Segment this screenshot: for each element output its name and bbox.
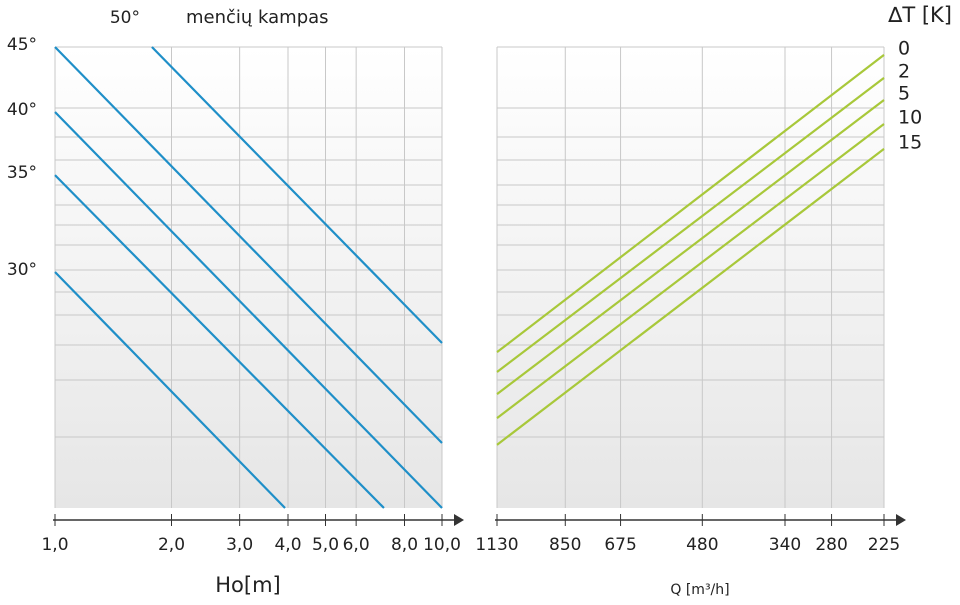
series-line [151, 46, 443, 344]
x-tick-label: 5,0 [312, 535, 339, 555]
series-line [54, 174, 385, 509]
panel-bg [55, 47, 442, 508]
series-label: 40° [7, 100, 37, 120]
series-line [54, 46, 443, 444]
x-tick-label: 480 [686, 535, 718, 555]
x-tick-label: 340 [769, 535, 801, 555]
x-tick-label: 2,0 [158, 535, 185, 555]
legend-label: 2 [898, 60, 910, 82]
x-tick-label: 6,0 [343, 535, 370, 555]
x-axis-label: Ho[m] [215, 573, 280, 597]
x-tick-label: 850 [549, 535, 581, 555]
x-axis-label: Q [m³/h] [670, 582, 729, 598]
x-tick-label: 8,0 [391, 535, 418, 555]
series-label: 35° [7, 163, 37, 183]
axis-arrow [896, 514, 906, 526]
series-line [496, 123, 885, 419]
x-tick-label: 4,0 [274, 535, 301, 555]
series-label: 30° [7, 260, 37, 280]
series-line [496, 77, 885, 373]
x-tick-label: 225 [868, 535, 900, 555]
legend-label: 10 [898, 106, 922, 128]
series-label: 50° [110, 8, 140, 28]
x-tick-label: 10,0 [423, 535, 461, 555]
chart-title: menčių kampas [186, 7, 329, 28]
legend-label: 5 [898, 83, 910, 105]
series-line [54, 271, 286, 509]
panel-bg [497, 47, 884, 508]
series-line [496, 53, 885, 354]
series-label: 45° [7, 35, 37, 55]
legend-label: 15 [898, 131, 922, 153]
x-tick-label: 1,0 [41, 535, 68, 555]
x-tick-label: 675 [604, 535, 636, 555]
x-tick-label: 1130 [475, 535, 518, 555]
series-line [496, 99, 885, 396]
x-tick-label: 280 [815, 535, 847, 555]
axis-arrow [454, 514, 464, 526]
series-line [54, 111, 443, 509]
legend-label: 0 [898, 37, 910, 59]
x-tick-label: 3,0 [226, 535, 253, 555]
series-line [496, 148, 885, 446]
legend-title: ∆T [K] [887, 3, 952, 27]
